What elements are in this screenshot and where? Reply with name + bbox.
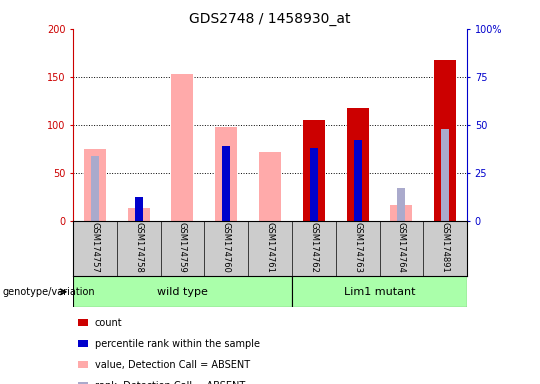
Bar [310,148,318,221]
Bar [91,156,99,221]
Bar [292,276,467,307]
Bar [434,60,456,221]
Text: GSM174758: GSM174758 [134,222,143,273]
Text: GSM174764: GSM174764 [397,222,406,273]
Text: GSM174757: GSM174757 [90,222,99,273]
Text: genotype/variation: genotype/variation [3,287,96,297]
Bar [73,276,292,307]
Text: count: count [94,318,122,328]
Text: GSM174761: GSM174761 [266,222,274,273]
Bar [390,205,413,221]
Bar [222,149,230,221]
Text: wild type: wild type [157,287,208,297]
Bar [397,188,406,221]
Text: GSM174763: GSM174763 [353,222,362,273]
Bar [354,140,362,221]
Bar [303,120,325,221]
Text: rank, Detection Call = ABSENT: rank, Detection Call = ABSENT [94,381,245,384]
Title: GDS2748 / 1458930_at: GDS2748 / 1458930_at [189,12,351,26]
Bar [134,197,143,221]
Bar [215,127,237,221]
Bar [259,152,281,221]
Bar [222,146,230,221]
Text: GSM174762: GSM174762 [309,222,318,273]
Text: GSM174759: GSM174759 [178,222,187,273]
Bar [347,108,368,221]
Text: Lim1 mutant: Lim1 mutant [344,287,415,297]
Text: value, Detection Call = ABSENT: value, Detection Call = ABSENT [94,360,249,370]
Bar [441,129,449,221]
Bar [127,208,150,221]
Bar [84,149,106,221]
Text: GSM174760: GSM174760 [222,222,231,273]
Text: GSM174891: GSM174891 [441,222,450,273]
Bar [172,74,193,221]
Text: percentile rank within the sample: percentile rank within the sample [94,339,260,349]
